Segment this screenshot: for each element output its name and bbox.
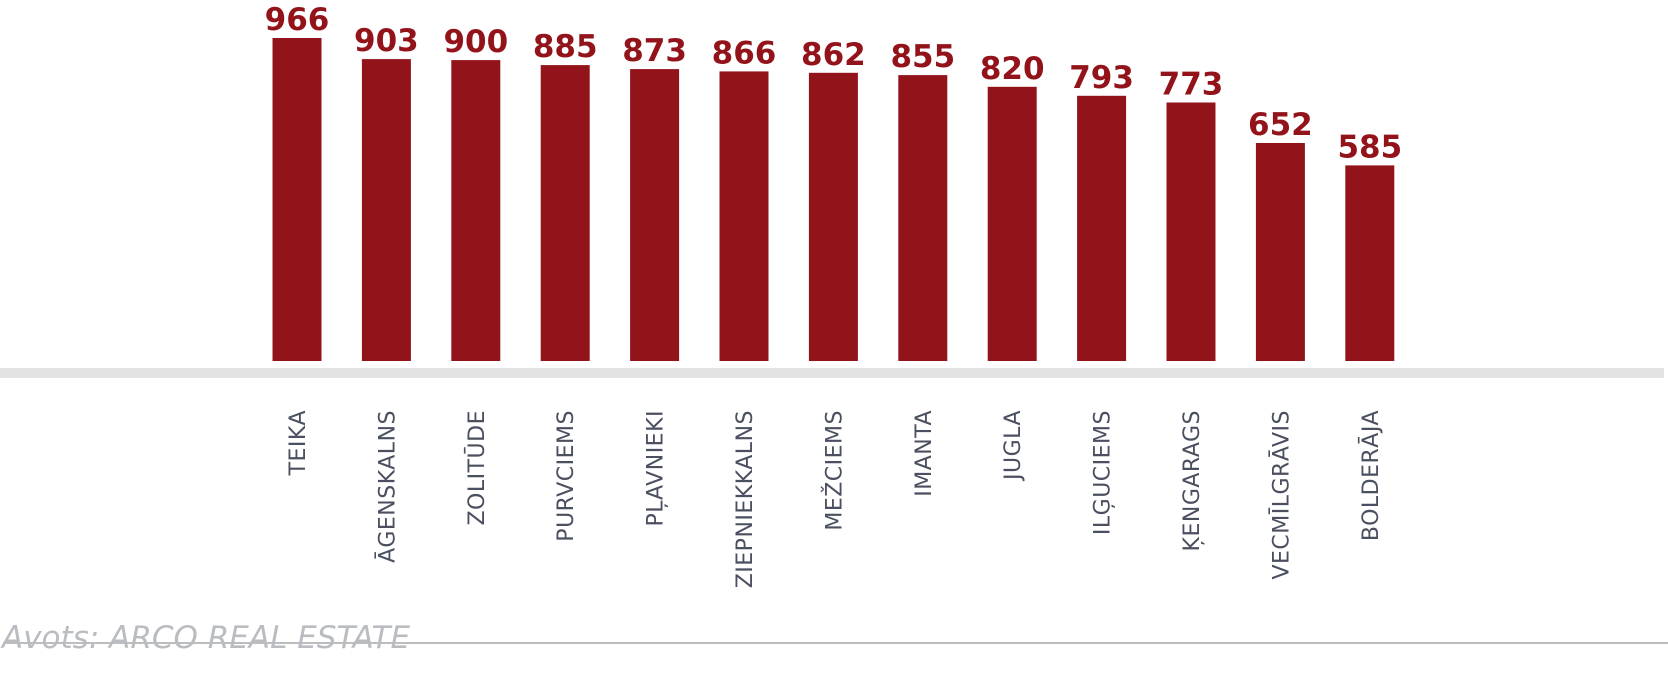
value-label-6: 866 xyxy=(712,35,777,71)
category-label-13: BOLDERĀJA xyxy=(1359,410,1384,541)
value-label-12: 652 xyxy=(1248,107,1313,143)
category-label-3: ZOLITŪDE xyxy=(464,410,490,526)
category-label-7: MEŽCIEMS xyxy=(821,410,847,531)
category-label-12: VECMĪLGRĀVIS xyxy=(1269,410,1294,580)
source-divider xyxy=(3,642,1668,644)
category-label-10: ILĢUCIEMS xyxy=(1091,410,1116,535)
category-label-11: ĶENGARAGS xyxy=(1180,410,1205,551)
value-label-4: 885 xyxy=(533,29,598,65)
category-label-4: PURVCIEMS xyxy=(554,410,579,542)
value-label-8: 855 xyxy=(890,39,955,75)
value-label-5: 873 xyxy=(622,33,687,69)
chart-baseline xyxy=(0,368,1664,378)
value-label-1: 966 xyxy=(265,2,330,38)
bar-10 xyxy=(1077,95,1127,362)
bar-13 xyxy=(1345,165,1395,361)
bar-2 xyxy=(361,59,411,361)
value-labels-group: 966 903 900 885 873 866 862 855 820 793 773 652 585 xyxy=(265,2,1403,165)
source-note: Avots: ARCO REAL ESTATE xyxy=(2,620,411,656)
bar-8 xyxy=(898,75,948,361)
bar-1 xyxy=(272,38,322,361)
bar-4 xyxy=(540,65,590,361)
value-label-10: 793 xyxy=(1069,60,1134,96)
value-label-2: 903 xyxy=(354,23,419,59)
value-label-7: 862 xyxy=(801,37,866,73)
bars-group xyxy=(272,38,1395,362)
value-label-3: 900 xyxy=(443,24,508,60)
value-label-9: 820 xyxy=(980,51,1045,87)
bar-3 xyxy=(451,60,501,361)
category-label-5: PĻAVNIEKI xyxy=(644,410,669,526)
category-labels-group: TEIKA ĀGENSKALNS ZOLITŪDE PURVCIEMS PĻAVNIEK… xyxy=(286,410,1384,588)
category-label-8: IMANTA xyxy=(912,410,937,497)
bar-11 xyxy=(1166,102,1216,361)
bar-12 xyxy=(1255,143,1305,361)
value-label-11: 773 xyxy=(1159,67,1224,103)
category-label-6: ZIEPNIEKKALNS xyxy=(733,410,758,588)
category-label-2: ĀGENSKALNS xyxy=(375,410,400,563)
bar-9 xyxy=(987,86,1037,362)
category-label-9: JUGLA xyxy=(1001,410,1026,482)
bar-5 xyxy=(630,69,680,361)
category-label-1: TEIKA xyxy=(286,410,311,476)
bar-6 xyxy=(719,71,769,362)
bar-7 xyxy=(808,72,858,362)
value-label-13: 585 xyxy=(1337,129,1402,165)
